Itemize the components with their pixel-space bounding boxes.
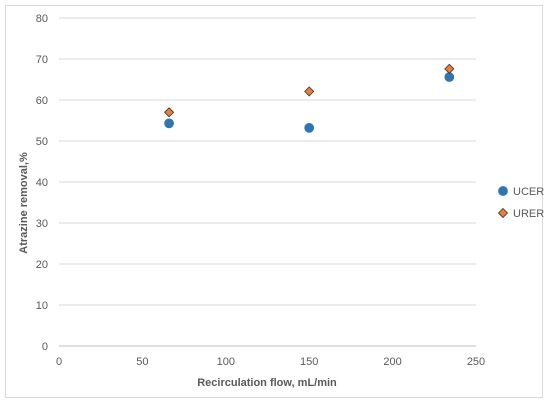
y-axis-ticks: 0 10 20 30 40 50 60 70 80 <box>36 13 48 353</box>
x-tick-label: 50 <box>136 356 148 368</box>
x-axis-ticks: 0 50 100 150 200 250 <box>56 356 485 368</box>
y-tick-label: 70 <box>36 54 48 66</box>
y-tick-label: 40 <box>36 177 48 189</box>
y-tick-label: 20 <box>36 259 48 271</box>
x-tick-label: 0 <box>56 356 62 368</box>
chart-area <box>5 5 543 398</box>
x-axis-title: Recirculation flow, mL/min <box>197 377 337 389</box>
ucer-data-point <box>164 118 174 129</box>
y-tick-label: 0 <box>42 341 48 353</box>
y-tick-label: 80 <box>36 13 48 25</box>
ucer-data-point <box>304 123 315 133</box>
x-tick-label: 100 <box>217 356 235 368</box>
ucer-legend-label: UCER <box>513 186 544 198</box>
urer-legend-label: URER <box>513 208 544 220</box>
urer-legend-marker <box>497 207 509 219</box>
x-tick-label: 250 <box>467 356 485 368</box>
data-points <box>164 63 455 133</box>
y-axis-title: Atrazine removal,% <box>18 152 30 254</box>
urer-data-point <box>304 86 315 97</box>
y-tick-label: 30 <box>36 218 48 230</box>
y-tick-label: 10 <box>36 300 48 312</box>
y-tick-label: 60 <box>36 95 48 107</box>
gridlines <box>59 17 476 306</box>
urer-data-point <box>164 107 175 118</box>
x-tick-label: 150 <box>300 356 318 368</box>
urer-data-point <box>444 63 455 74</box>
y-tick-label: 50 <box>36 136 48 148</box>
legend: UCER URER <box>497 186 544 220</box>
x-tick-label: 200 <box>383 356 401 368</box>
ucer-legend-marker <box>498 186 508 196</box>
